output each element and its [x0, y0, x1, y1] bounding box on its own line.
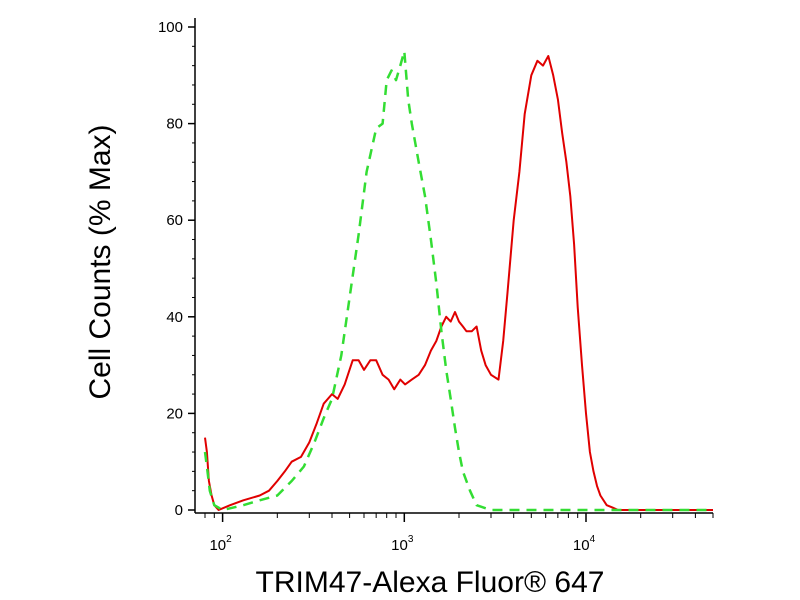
y-tick-label: 20: [166, 405, 183, 422]
y-tick-label: 80: [166, 116, 183, 133]
x-axis-title: TRIM47-Alexa Fluor® 647: [256, 566, 605, 599]
x-tick-label: 103: [391, 534, 414, 554]
y-tick-label: 40: [166, 309, 183, 326]
y-tick-label: 0: [175, 502, 183, 519]
y-tick-label: 60: [166, 212, 183, 229]
y-axis-title: Cell Counts (% Max): [84, 124, 117, 399]
y-tick-label: 100: [158, 19, 183, 36]
x-tick-label: 104: [573, 534, 596, 554]
series-layer: [203, 49, 713, 512]
series-line-red: [204, 55, 713, 511]
x-tick-label: 102: [209, 534, 232, 554]
series-line-green: [203, 49, 713, 512]
axes: 0 20 40 60 80 100 102 103 104: [158, 18, 714, 554]
